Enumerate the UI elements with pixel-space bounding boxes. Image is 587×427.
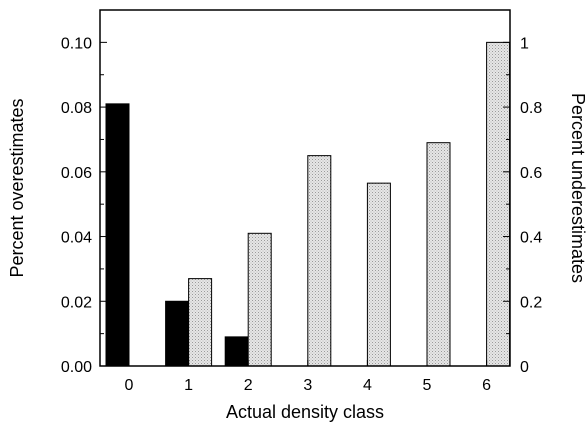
right-y-tick-label: 1 [520, 35, 529, 52]
overestimate-bar-2 [224, 336, 249, 367]
axis-ticks: 0 1 2 3 4 5 6 0.00 0.02 0.04 0.06 0.08 0.10 0 0.2 0.4 0.… [61, 9, 542, 394]
left-y-tick-label: 0.00 [61, 359, 92, 376]
plot-frame [99, 9, 511, 367]
overestimate-bars [105, 103, 249, 367]
x-tick-label: 6 [482, 377, 491, 394]
underestimate-bar-5 [426, 142, 451, 367]
left-y-tick-label: 0.10 [61, 35, 92, 52]
x-axis-title: Actual density class [226, 402, 384, 422]
right-y-tick-label: 0.8 [520, 100, 542, 117]
right-y-tick-label: 0.6 [520, 165, 542, 182]
right-y-tick-label: 0.2 [520, 294, 542, 311]
right-y-axis-title: Percent underestimates [568, 93, 587, 283]
overestimate-bar-1 [165, 300, 190, 367]
x-tick-label: 2 [244, 377, 253, 394]
underestimate-bars [188, 41, 511, 367]
right-y-tick-label: 0.4 [520, 230, 542, 247]
left-y-tick-label: 0.06 [61, 165, 92, 182]
underestimate-bar-3 [307, 155, 332, 367]
x-tick-label: 4 [363, 377, 372, 394]
x-tick-label: 5 [423, 377, 432, 394]
x-tick-label: 1 [184, 377, 193, 394]
left-y-tick-label: 0.02 [61, 294, 92, 311]
x-tick-label: 3 [303, 377, 312, 394]
left-y-tick-label: 0.04 [61, 230, 92, 247]
left-y-axis-title: Percent overestimates [7, 98, 27, 277]
underestimate-bar-1 [188, 278, 213, 367]
underestimate-bar-2 [247, 232, 272, 367]
overestimate-bar-0 [105, 103, 130, 367]
left-y-tick-label: 0.08 [61, 100, 92, 117]
x-tick-label: 0 [125, 377, 134, 394]
right-y-tick-label: 0 [520, 359, 529, 376]
underestimate-bar-4 [366, 182, 391, 367]
